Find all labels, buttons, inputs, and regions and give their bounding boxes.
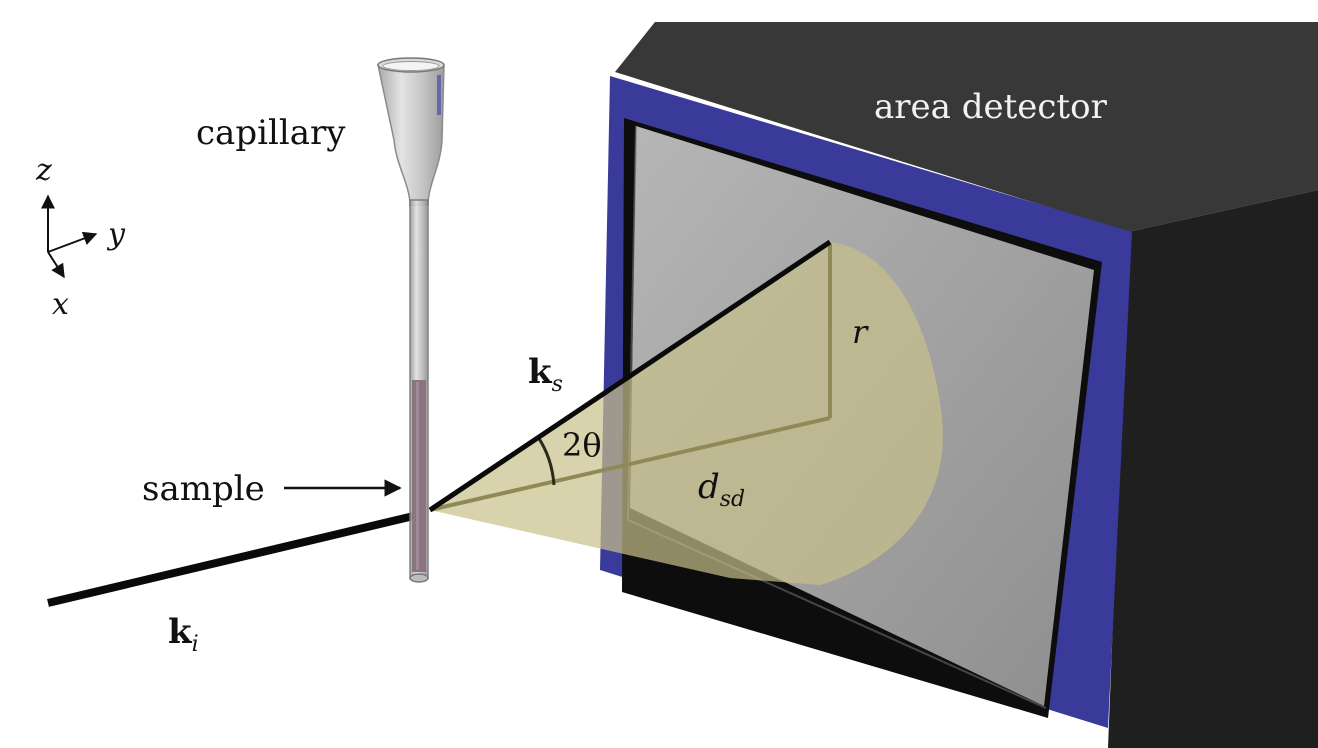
k-i-label: ki [168,612,199,657]
axis-x-label: x [52,287,69,322]
k-i-base: k [168,612,193,652]
detector-side-face [1108,190,1318,748]
d-sd-label: dsd [698,467,745,512]
r-label: r [852,313,869,351]
cone-surface [430,242,943,585]
two-theta-arc [536,436,556,486]
capillary [377,57,445,583]
incident-beam [47,510,423,607]
scattered-beam [428,239,832,513]
y-axis-arrow [47,231,98,253]
scattering-cone [429,242,943,585]
capillary-funnel [377,64,445,206]
axis-y-label: y [106,217,126,252]
coordinate-axes: z y x [35,153,126,322]
capillary-reflection [437,75,441,115]
area-detector-label: area detector [874,87,1108,127]
k-s-label: ks [528,352,563,397]
sample-highlight [416,382,419,570]
d-sd-base: d [698,467,720,507]
k-s-sub: s [552,372,563,397]
x-axis-arrow [47,251,65,279]
sample-detector-distance-line [429,416,831,512]
capillary-opening-inner [382,61,440,71]
k-s-base: k [528,352,553,392]
capillary-label: capillary [196,113,346,153]
detector-top-face [615,22,1318,232]
d-sd-sub: sd [720,487,745,512]
k-i-sub: i [192,632,199,657]
sample-label: sample [142,469,265,509]
capillary-bottom [409,573,429,583]
two-theta-label: 2θ [562,426,602,464]
axis-z-label: z [35,153,52,188]
